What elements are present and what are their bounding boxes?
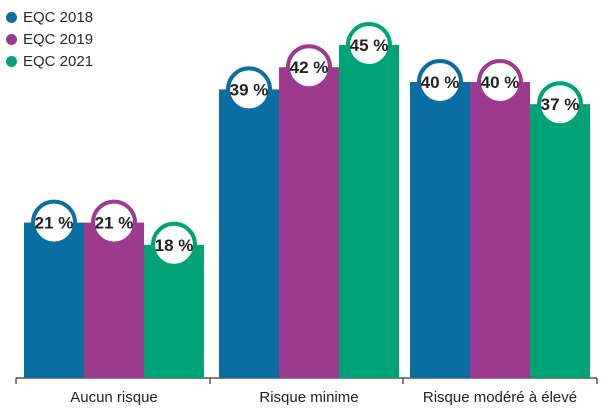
data-label-bubble — [286, 44, 332, 91]
legend-item-eqc-2018: EQC 2018 — [6, 6, 93, 28]
x-tick-label: Risque modéré à élevé — [423, 389, 577, 406]
legend-swatch-eqc-2021 — [6, 55, 17, 67]
legend-label-eqc-2018: EQC 2018 — [23, 8, 94, 26]
data-label: 40 % — [421, 73, 460, 92]
legend-label-eqc-2019: EQC 2019 — [23, 30, 94, 48]
bar-eqc-2018-0 — [24, 222, 84, 378]
data-label-bubble — [151, 221, 197, 268]
data-label-bubble — [417, 59, 463, 105]
data-label: 45 % — [350, 36, 389, 55]
data-label: 37 % — [541, 95, 580, 114]
data-label-bubble — [91, 199, 137, 246]
legend-swatch-eqc-2019 — [6, 33, 17, 45]
x-tick-label: Aucun risque — [70, 389, 158, 406]
legend-item-eqc-2019: EQC 2019 — [6, 28, 93, 50]
bar-eqc-2021-1 — [339, 45, 399, 378]
data-label: 39 % — [230, 80, 269, 99]
data-label-bubble — [346, 22, 392, 68]
x-tick-label: Risque minime — [259, 389, 358, 406]
data-label: 21 % — [95, 214, 134, 233]
data-label-bubble — [31, 199, 77, 246]
data-label: 18 % — [155, 236, 194, 255]
bar-eqc-2019-2 — [470, 82, 530, 378]
data-label-bubble — [226, 66, 272, 113]
bar-eqc-2019-0 — [84, 222, 144, 378]
bar-eqc-2021-2 — [530, 104, 590, 378]
legend-label-eqc-2021: EQC 2021 — [23, 52, 94, 70]
data-label-bubble — [537, 81, 583, 128]
bar-eqc-2019-1 — [279, 67, 339, 378]
bar-eqc-2018-2 — [410, 82, 470, 378]
legend-swatch-eqc-2018 — [6, 11, 17, 23]
legend-item-eqc-2021: EQC 2021 — [6, 50, 93, 72]
data-label: 21 % — [35, 214, 74, 233]
data-label: 40 % — [481, 73, 520, 92]
legend: EQC 2018 EQC 2019 EQC 2021 — [6, 6, 93, 72]
data-label-bubble — [477, 59, 523, 105]
bar-eqc-2018-1 — [219, 89, 279, 379]
data-label: 42 % — [290, 58, 329, 77]
